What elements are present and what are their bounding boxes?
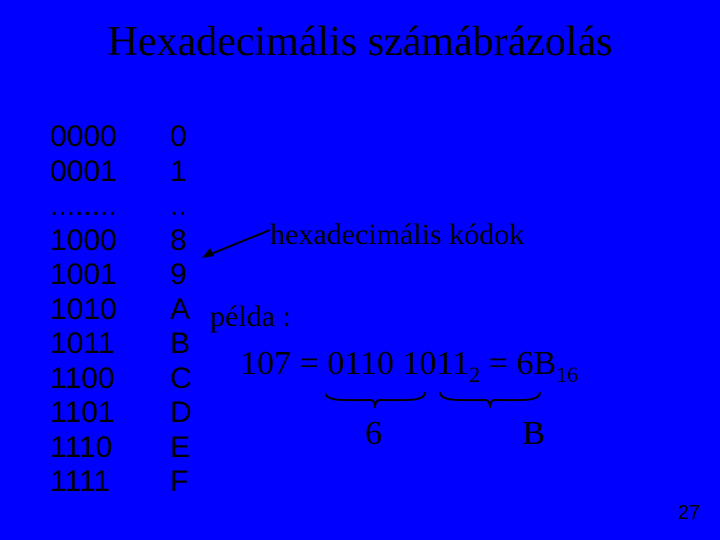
table-row: 00000 [50,120,210,155]
arrow-icon [200,226,275,266]
brace-1 [325,392,425,408]
hex-cell: A [170,293,210,328]
hex-cell: F [170,465,210,500]
eq-binary: 0110 1011 [327,345,469,382]
hex-cell: D [170,396,210,431]
hex-codes-label: hexadecimális kódok [270,218,524,252]
brace-2 [440,392,540,408]
hex-cell: B [170,327,210,362]
hex-cell: 0 [170,120,210,155]
binary-cell: 1101 [50,396,170,431]
binary-cell: 0000 [50,120,170,155]
table-row: 1110E [50,431,210,466]
table-row: 1010A [50,293,210,328]
hex-cell: C [170,362,210,397]
eq-equals-2: = [489,345,517,382]
eq-hex-sub: 16 [556,362,578,387]
table-row: 1011B [50,327,210,362]
arrow-line [206,230,270,256]
example-label: példa : [210,300,291,334]
hex-cell: 1 [170,155,210,190]
eq-hex: 6B [516,345,556,382]
slide-title: Hexadecimális számábrázolás [0,0,720,66]
digit-label-6: 6 [365,415,382,453]
table-row: .......... [50,189,210,224]
binary-hex-table: 0000000011..........10008100191010A1011B… [50,120,210,500]
binary-cell: 1011 [50,327,170,362]
binary-cell: ........ [50,189,170,224]
table-row: 10019 [50,258,210,293]
digit-labels-row: 6 B [365,415,545,453]
table-row: 1101D [50,396,210,431]
eq-bin-sub: 2 [469,362,480,387]
page-number: 27 [678,502,700,525]
digit-label-b: B [522,415,545,453]
table-row: 10008 [50,224,210,259]
hex-cell: E [170,431,210,466]
table-row: 1100C [50,362,210,397]
table-row: 00011 [50,155,210,190]
binary-cell: 1111 [50,465,170,500]
eq-equals-1: = [300,345,328,382]
hex-cell: .. [170,189,210,224]
binary-cell: 1010 [50,293,170,328]
binary-cell: 1100 [50,362,170,397]
arrow-head [202,248,214,258]
binary-cell: 1110 [50,431,170,466]
table-row: 1111F [50,465,210,500]
eq-decimal: 107 [240,345,291,382]
binary-cell: 0001 [50,155,170,190]
binary-cell: 1001 [50,258,170,293]
binary-cell: 1000 [50,224,170,259]
equation-line: 107 = 0110 10112 = 6B16 [240,345,578,388]
